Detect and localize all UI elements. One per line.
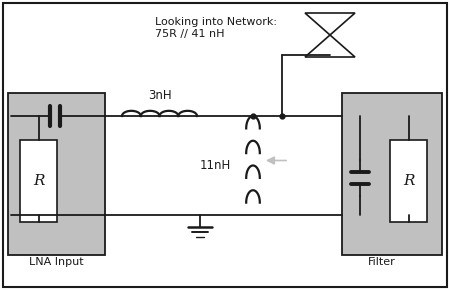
Bar <box>390 140 427 222</box>
Text: LNA Input: LNA Input <box>29 257 84 267</box>
Text: Filter: Filter <box>368 257 396 267</box>
Bar <box>342 93 442 255</box>
Bar <box>20 140 57 222</box>
Bar <box>8 93 105 255</box>
Text: R: R <box>403 174 414 188</box>
Text: R: R <box>33 174 44 188</box>
Text: Looking into Network:: Looking into Network: <box>155 17 277 27</box>
Text: 75R // 41 nH: 75R // 41 nH <box>155 29 225 39</box>
Text: 3nH: 3nH <box>148 89 171 102</box>
Text: 11nH: 11nH <box>199 159 230 172</box>
